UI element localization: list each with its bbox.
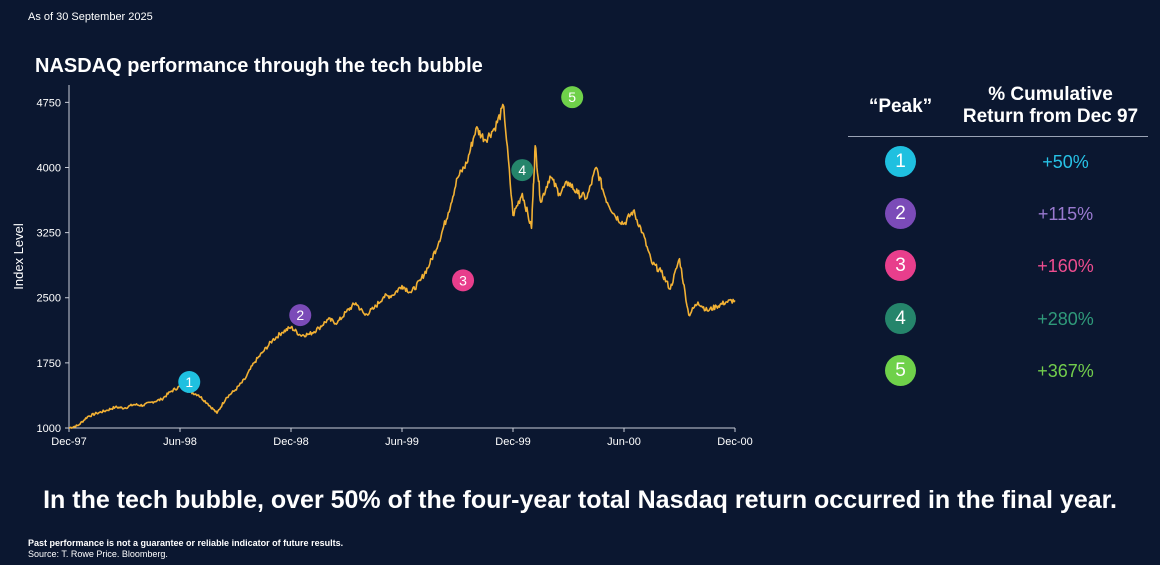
x-tick-label: Jun-99: [385, 436, 419, 448]
as-of-date: As of 30 September 2025: [28, 11, 153, 23]
peak-marker: [289, 304, 312, 327]
peak-marker: [178, 370, 201, 393]
peak-return-value: +50%: [1042, 152, 1089, 172]
y-tick-label: 2500: [37, 293, 61, 305]
peak-return-table: “Peak” % Cumulative Return from Dec 97 1…: [848, 84, 1148, 386]
x-tick-label: Dec-98: [273, 436, 308, 448]
peak-marker-label: 5: [568, 89, 576, 105]
peak-return-value: +367%: [1037, 361, 1094, 381]
peak-return-value: +280%: [1037, 309, 1094, 329]
peak-number-badge: 3: [885, 250, 916, 281]
y-tick-label: 1750: [37, 358, 61, 370]
x-tick-label: Dec-97: [51, 436, 86, 448]
y-axis-label: Index Level: [11, 223, 26, 290]
peak-marker-label: 2: [296, 307, 304, 323]
headline: In the tech bubble, over 50% of the four…: [43, 486, 1117, 514]
x-tick-label: Jun-98: [163, 436, 197, 448]
y-tick-label: 1000: [37, 423, 61, 435]
peak-number-badge: 2: [885, 198, 916, 229]
table-header: “Peak” % Cumulative Return from Dec 97: [848, 84, 1148, 137]
peak-marker: [561, 86, 584, 109]
peak-marker: [511, 159, 534, 182]
peak-marker-label: 1: [185, 374, 193, 390]
y-tick-label: 4750: [37, 97, 61, 109]
x-tick-label: Jun-00: [607, 436, 641, 448]
return-header-line2: Return from Dec 97: [962, 106, 1139, 127]
peak-marker-label: 4: [518, 162, 526, 178]
peak-number-badge: 5: [885, 355, 916, 386]
peak-number-badge: 1: [885, 146, 916, 177]
source-note: Source: T. Rowe Price. Bloomberg.: [28, 549, 168, 559]
nasdaq-line-chart: 1000 1750 2500 3250 4000 4750 Dec-97 Jun-98 Dec-…: [11, 85, 753, 448]
chart-title: NASDAQ performance through the tech bubb…: [35, 55, 483, 77]
return-header-line1: % Cumulative: [988, 84, 1113, 105]
nasdaq-series-line: [68, 103, 736, 429]
peak-return-value: +160%: [1037, 256, 1094, 276]
peak-marker: [452, 269, 475, 292]
y-tick-label: 3250: [37, 228, 61, 240]
disclaimer: Past performance is not a guarantee or r…: [28, 538, 344, 548]
peak-number-badge: 4: [885, 303, 916, 334]
x-tick-label: Dec-00: [717, 436, 752, 448]
y-tick-label: 4000: [37, 162, 61, 174]
x-tick-label: Dec-99: [495, 436, 530, 448]
peak-return-value: +115%: [1037, 204, 1094, 224]
peak-marker-label: 3: [459, 272, 467, 288]
return-column-header: % Cumulative Return from Dec 97: [953, 84, 1148, 136]
peak-column-header: “Peak”: [868, 96, 933, 117]
